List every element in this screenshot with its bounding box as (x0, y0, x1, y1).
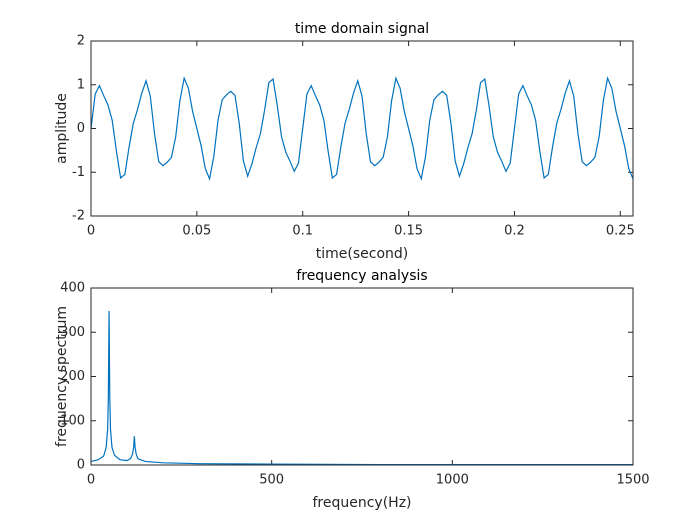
plot-area (91, 41, 633, 216)
y-tick-label: 0 (77, 458, 85, 473)
y-tick-label: 0 (77, 121, 85, 136)
x-tick-label: 0 (87, 473, 95, 488)
signal-line (91, 76, 633, 181)
y-tick-label: 300 (60, 325, 85, 340)
x-axis-label: time(second) (316, 246, 408, 262)
x-axis-label: frequency(Hz) (312, 495, 411, 511)
x-tick-label: 0 (87, 224, 95, 239)
x-tick-label: 500 (259, 473, 284, 488)
plot-area (91, 288, 633, 465)
x-tick-label: 0.1 (292, 224, 313, 239)
x-tick-label: 1500 (616, 473, 649, 488)
y-tick-label: 2 (77, 34, 85, 49)
axes-box (90, 287, 634, 466)
x-tick-label: 1000 (436, 473, 469, 488)
y-tick-label: -1 (72, 165, 85, 180)
y-tick-label: 400 (60, 281, 85, 296)
y-axis-label: amplitude (54, 93, 70, 164)
chart-title: frequency analysis (296, 268, 427, 284)
y-axis-label: frequency spectrum (54, 306, 70, 447)
y-tick-label: -2 (72, 209, 85, 224)
y-tick-label: 100 (60, 413, 85, 428)
y-tick-label: 200 (60, 369, 85, 384)
x-tick-label: 0.25 (606, 224, 635, 239)
x-tick-label: 0.2 (504, 224, 525, 239)
signal-line (91, 311, 633, 465)
x-tick-label: 0.05 (182, 224, 211, 239)
chart-title: time domain signal (295, 21, 429, 37)
y-tick-label: 1 (77, 77, 85, 92)
axes-box (90, 40, 634, 217)
x-tick-label: 0.15 (394, 224, 423, 239)
